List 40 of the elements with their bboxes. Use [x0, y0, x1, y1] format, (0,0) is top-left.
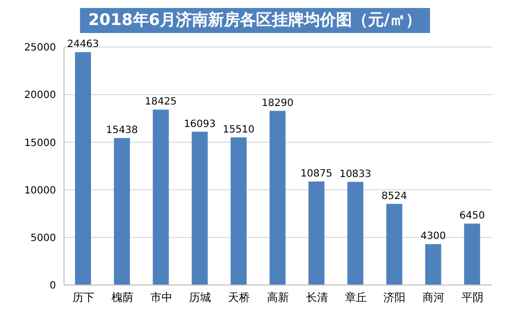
bar — [425, 244, 442, 285]
x-tick-label: 槐荫 — [111, 290, 134, 304]
y-tick-label: 20000 — [24, 90, 56, 102]
x-tick-label: 历城 — [189, 290, 212, 304]
bar — [192, 132, 208, 285]
data-label: 15438 — [106, 125, 138, 136]
x-tick-label: 长清 — [306, 290, 328, 304]
x-tick-label: 历下 — [72, 290, 94, 304]
y-tick-label: 10000 — [24, 185, 56, 196]
data-label: 4300 — [420, 231, 446, 242]
data-label: 8524 — [382, 190, 407, 202]
bar — [386, 204, 402, 285]
x-tick-label: 济阳 — [384, 290, 406, 304]
data-label: 16093 — [184, 118, 216, 130]
bar — [152, 110, 169, 285]
bar — [270, 110, 286, 285]
bar — [308, 181, 324, 285]
y-tick-label: 15000 — [24, 138, 56, 149]
data-label: 10833 — [339, 168, 372, 180]
bar — [75, 52, 91, 285]
bar — [230, 137, 247, 285]
data-label: 6450 — [459, 210, 485, 222]
bar — [114, 138, 130, 285]
x-tick-label: 章丘 — [344, 290, 367, 304]
x-tick-label: 商河 — [422, 290, 445, 304]
data-label: 18290 — [262, 98, 294, 109]
chart-title: 2018年6月济南新房各区挂牌均价图（元/㎡） — [80, 8, 430, 33]
bar — [347, 182, 364, 285]
y-tick-label: 0 — [50, 280, 56, 292]
x-tick-label: 平阴 — [462, 290, 484, 304]
data-label: 18425 — [144, 96, 177, 108]
bar — [464, 224, 480, 285]
x-tick-label: 高新 — [267, 290, 289, 304]
data-label: 10875 — [300, 168, 332, 180]
data-label: 24463 — [67, 39, 99, 50]
y-tick-label: 5000 — [30, 232, 56, 244]
y-tick-label: 25000 — [24, 42, 56, 54]
x-tick-label: 市中 — [150, 290, 172, 304]
x-tick-label: 天桥 — [228, 290, 250, 304]
data-label: 15510 — [222, 124, 255, 136]
